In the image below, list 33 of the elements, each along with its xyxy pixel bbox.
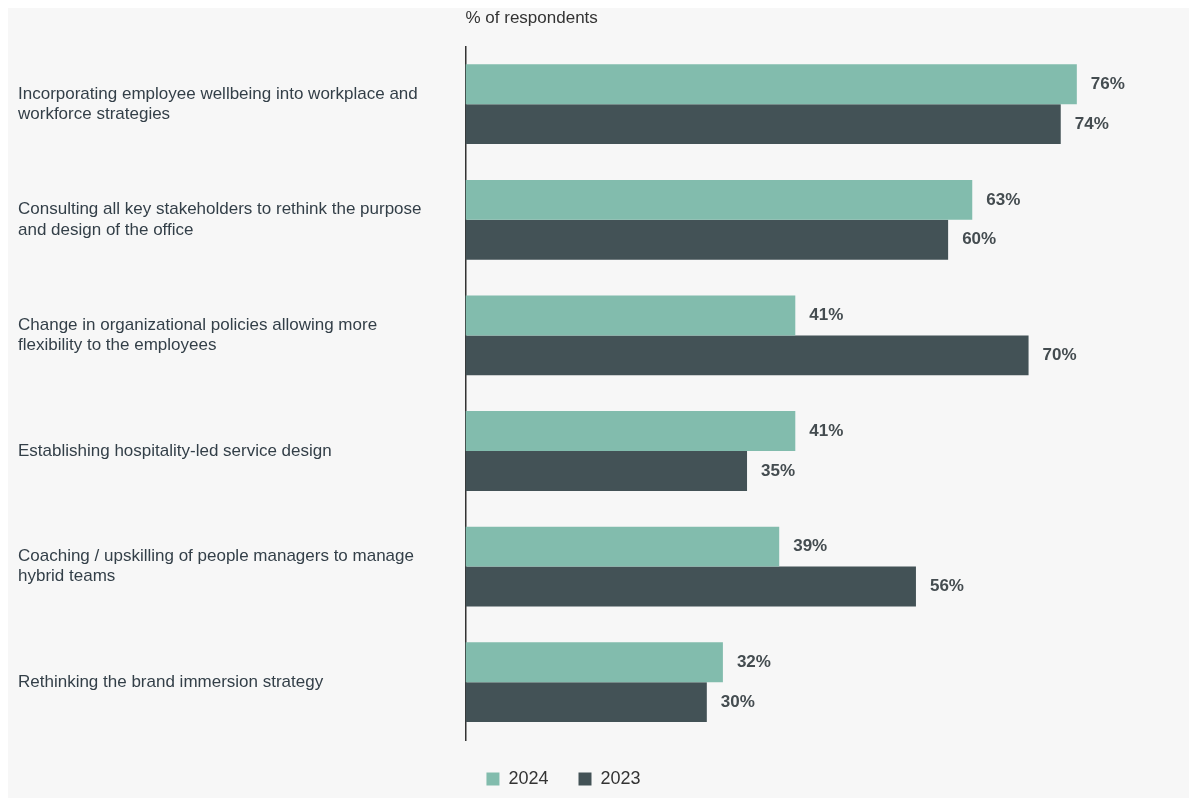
legend-label: 2024	[508, 767, 549, 788]
x-axis-title: % of respondents	[465, 7, 598, 27]
bar	[465, 451, 748, 491]
data-label: 56%	[929, 576, 964, 596]
y-tick-label: Change in organizational policies allowing more flexibility to the employees	[18, 314, 378, 355]
data-label: 41%	[809, 305, 844, 325]
data-label: 32%	[736, 651, 771, 671]
data-label: 70%	[1042, 345, 1077, 365]
bar	[465, 526, 780, 567]
bar	[465, 104, 1061, 145]
legend-label: 2023	[600, 767, 641, 788]
data-label: 41%	[809, 420, 844, 440]
bar	[465, 179, 973, 220]
y-tick-label: Consulting all key stakeholders to rethink the purpose and design of the office	[18, 199, 422, 239]
y-tick-label: Incorporating employee wellbeing into workplace and workforce strategies	[17, 83, 418, 124]
bar	[465, 335, 1029, 376]
data-label: 76%	[1090, 73, 1125, 93]
data-label: 63%	[986, 189, 1021, 209]
data-label: 30%	[720, 691, 755, 711]
data-label: 60%	[962, 229, 997, 249]
bar	[465, 64, 1077, 105]
bar	[465, 566, 916, 607]
data-label: 35%	[761, 460, 796, 480]
bar	[465, 642, 723, 683]
y-tick-label: Coaching / upskilling of people managers to manage hybrid teams	[18, 546, 414, 586]
bar	[465, 219, 949, 260]
data-label: 74%	[1074, 113, 1109, 133]
data-label: 39%	[793, 536, 828, 556]
bar	[465, 682, 707, 723]
y-tick-label: Establishing hospitality-led service design	[18, 440, 332, 460]
y-tick-label: Rethinking the brand immersion strategy	[18, 671, 324, 691]
bar	[465, 411, 796, 451]
bar	[465, 295, 796, 336]
